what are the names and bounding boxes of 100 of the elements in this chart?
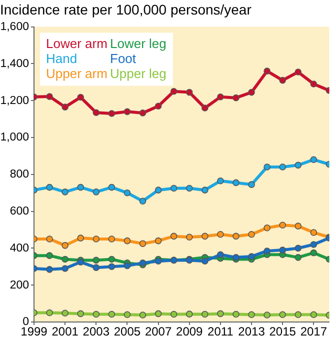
text: Lower leg xyxy=(110,36,166,51)
y-axis-title: Incidence rate per 100,000 persons/year xyxy=(0,1,252,18)
point xyxy=(62,242,68,249)
text: Upper leg xyxy=(110,66,166,81)
x-tick-label: 2003 xyxy=(82,324,110,338)
point xyxy=(46,236,53,242)
point xyxy=(264,248,270,254)
point xyxy=(264,312,270,318)
point xyxy=(108,310,116,318)
point xyxy=(62,188,68,196)
point xyxy=(108,236,116,242)
x-tick-label: 2013 xyxy=(238,324,266,338)
y-tick-label: 600 xyxy=(10,205,29,218)
point xyxy=(202,186,208,194)
point xyxy=(139,312,146,318)
point xyxy=(124,108,131,116)
point xyxy=(294,222,302,230)
y-tick-label: 200 xyxy=(10,279,29,292)
point xyxy=(77,234,84,242)
point xyxy=(139,198,146,205)
point xyxy=(154,102,162,110)
point xyxy=(248,88,255,96)
point xyxy=(92,188,100,196)
point xyxy=(202,232,208,240)
y-tick-label: 1,000 xyxy=(0,132,29,144)
point xyxy=(46,266,53,273)
point xyxy=(279,164,286,170)
point xyxy=(217,94,224,100)
x-tick-label: 2001 xyxy=(52,324,79,338)
point xyxy=(92,310,100,318)
point xyxy=(232,179,240,186)
point xyxy=(170,232,178,240)
point xyxy=(186,184,193,192)
point xyxy=(108,184,116,191)
point xyxy=(154,310,162,318)
text: Foot xyxy=(110,50,136,66)
point xyxy=(279,311,286,318)
x-tick-label: 2005 xyxy=(114,324,141,338)
x-tick-label: 2011 xyxy=(208,324,234,338)
point xyxy=(232,232,240,240)
point xyxy=(248,253,255,260)
point xyxy=(77,184,84,191)
point xyxy=(46,252,53,259)
point xyxy=(124,311,131,318)
point xyxy=(264,164,270,170)
point xyxy=(217,177,224,184)
point xyxy=(62,310,68,317)
point xyxy=(279,222,286,229)
point xyxy=(217,230,224,238)
point xyxy=(154,237,162,244)
point xyxy=(186,310,193,318)
x-tick-label: 2009 xyxy=(176,324,204,338)
point xyxy=(124,189,131,196)
point xyxy=(264,224,270,232)
point xyxy=(310,156,318,164)
y-tick-label: 1,400 xyxy=(0,58,29,70)
point xyxy=(202,104,208,112)
point xyxy=(310,249,318,256)
y-tick-label: 1,600 xyxy=(0,20,29,33)
point xyxy=(124,262,131,270)
point xyxy=(62,256,68,263)
point xyxy=(310,229,318,236)
point xyxy=(46,93,53,100)
point xyxy=(77,94,84,101)
point xyxy=(139,240,146,247)
point xyxy=(248,230,255,238)
y-tick-label: 1,200 xyxy=(0,94,29,107)
text: Hand xyxy=(46,50,78,66)
point xyxy=(124,237,131,244)
point xyxy=(154,186,162,194)
point xyxy=(279,76,286,84)
point xyxy=(202,258,208,265)
point xyxy=(108,110,116,117)
point xyxy=(310,311,318,318)
point xyxy=(108,263,116,270)
point xyxy=(92,109,100,116)
point xyxy=(186,88,193,96)
point xyxy=(217,251,224,258)
text: Upper arm xyxy=(46,66,108,81)
point xyxy=(217,310,224,318)
point xyxy=(294,254,302,261)
text: Lower arm xyxy=(46,36,108,51)
point xyxy=(62,265,68,272)
point xyxy=(62,104,68,110)
point xyxy=(294,244,302,252)
point xyxy=(139,110,146,116)
point xyxy=(294,162,302,169)
point xyxy=(294,311,302,318)
y-tick-label: 400 xyxy=(10,242,29,254)
point xyxy=(108,256,116,263)
x-tick-label: 2007 xyxy=(144,324,172,338)
point xyxy=(170,88,178,95)
point xyxy=(170,310,178,318)
point xyxy=(170,184,178,192)
point xyxy=(92,256,100,264)
point xyxy=(46,309,53,316)
x-tick-label: 2017 xyxy=(300,324,328,338)
point xyxy=(279,246,286,254)
x-tick-label: 2015 xyxy=(269,324,296,338)
point xyxy=(92,236,100,242)
